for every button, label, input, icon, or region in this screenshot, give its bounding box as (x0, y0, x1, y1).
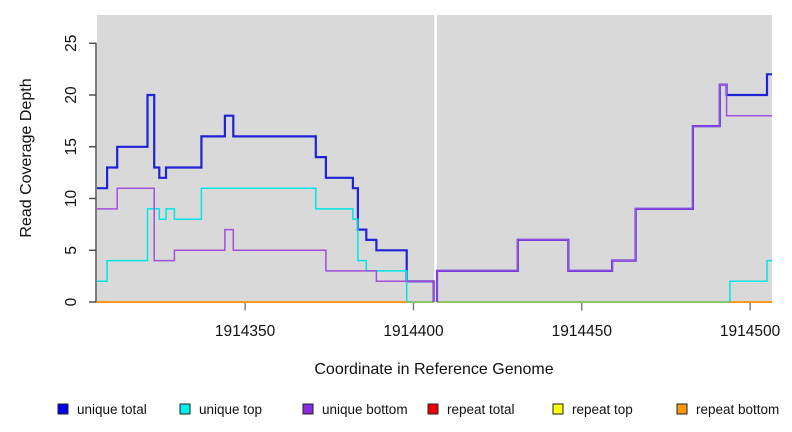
legend-swatch-unique-top (179, 403, 191, 415)
y-tick-label: 20 (63, 86, 80, 104)
legend-label: repeat total (447, 402, 515, 417)
x-tick-label: 1914500 (720, 323, 781, 340)
y-tick-label: 25 (63, 35, 80, 52)
y-tick-label: 0 (63, 297, 80, 306)
x-axis-title: Coordinate in Reference Genome (314, 361, 553, 378)
series-unique-top-line (729, 259, 772, 302)
series-unique-top-line (97, 187, 408, 302)
y-tick-label: 5 (63, 246, 80, 255)
x-tick-label: 1914400 (383, 323, 444, 340)
series-unique-bottom-line (97, 187, 435, 302)
series-unique-bottom-line (436, 83, 772, 302)
y-tick-label: 10 (63, 190, 80, 208)
legend-label: repeat top (572, 402, 633, 417)
legend: unique total unique top unique bottom repea… (57, 402, 779, 417)
axes-layer: 0 5 10 15 20 25 1914350 1914400 1914450 1914500 (63, 35, 781, 340)
legend-item-unique-top: unique top (179, 402, 262, 417)
legend-label: repeat bottom (696, 402, 779, 417)
legend-swatch-repeat-bottom (676, 403, 688, 415)
y-tick-label: 15 (63, 138, 80, 155)
legend-label: unique total (77, 402, 147, 417)
series-unique-total-line (97, 93, 435, 302)
legend-item-unique-total: unique total (57, 402, 147, 417)
y-axis-title: Read Coverage Depth (18, 78, 35, 237)
legend-item-unique-bottom: unique bottom (302, 402, 408, 417)
legend-swatch-repeat-top (552, 403, 564, 415)
legend-item-repeat-total: repeat total (427, 402, 515, 417)
legend-swatch-unique-total (57, 403, 69, 415)
series-lines-layer (97, 14, 772, 305)
legend-swatch-repeat-total (427, 403, 439, 415)
legend-item-repeat-top: repeat top (552, 402, 633, 417)
x-tick-label: 1914450 (552, 323, 613, 340)
legend-label: unique top (199, 402, 262, 417)
coverage-gap-band (434, 14, 437, 305)
legend-swatch-unique-bottom (302, 403, 314, 415)
legend-item-repeat-bottom: repeat bottom (676, 402, 779, 417)
x-tick-label: 1914350 (215, 323, 276, 340)
legend-label: unique bottom (322, 402, 408, 417)
